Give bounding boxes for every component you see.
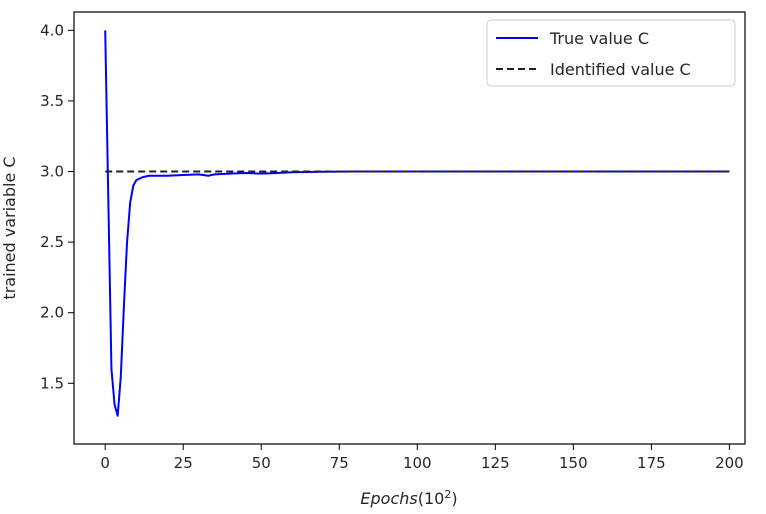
x-axis-ticks: 0 25 50 75 100 125 150 175 200 — [100, 444, 744, 472]
legend-label-true-value: True value C — [549, 29, 649, 48]
y-tick-label: 3.0 — [40, 163, 64, 181]
x-tick-label: 50 — [252, 454, 271, 472]
y-tick-label: 3.5 — [40, 92, 64, 110]
x-tick-label: 175 — [637, 454, 666, 472]
x-tick-label: 75 — [330, 454, 349, 472]
y-axis-label: trained variable C — [0, 156, 19, 299]
y-tick-label: 1.5 — [40, 374, 64, 392]
x-tick-label: 125 — [481, 454, 510, 472]
x-axis-label: Epochs(102) — [360, 488, 457, 508]
x-tick-label: 150 — [559, 454, 588, 472]
y-tick-label: 4.0 — [40, 21, 64, 39]
legend-label-identified-value: Identified value C — [550, 60, 691, 79]
series-line-true-value-c — [104, 30, 730, 417]
y-axis-ticks: 1.5 2.0 2.5 3.0 3.5 4.0 — [40, 21, 74, 392]
y-tick-label: 2.5 — [40, 233, 64, 251]
plot-area — [73, 11, 746, 445]
legend-box — [486, 19, 736, 87]
x-tick-label: 100 — [403, 454, 432, 472]
x-tick-label: 25 — [174, 454, 193, 472]
axes-frame — [73, 11, 746, 445]
series-layer — [104, 30, 730, 417]
legend: True value C Identified value C — [486, 19, 736, 87]
x-tick-label: 200 — [715, 454, 744, 472]
x-tick-label: 0 — [100, 454, 110, 472]
y-tick-label: 2.0 — [40, 304, 64, 322]
